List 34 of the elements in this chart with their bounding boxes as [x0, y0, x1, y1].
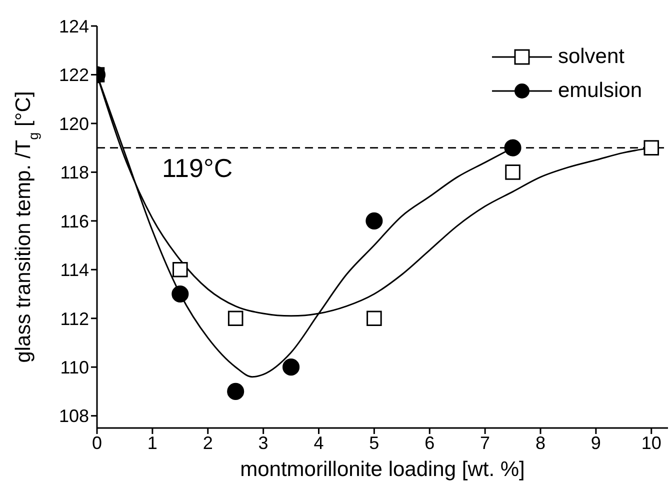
x-tick-label: 2 — [202, 432, 213, 453]
y-tick-label: 116 — [60, 211, 89, 232]
x-tick-label: 7 — [480, 432, 490, 453]
point — [505, 164, 520, 180]
point — [504, 139, 522, 156]
y-tick-label: 114 — [60, 260, 89, 280]
point — [644, 140, 660, 156]
y-tick-label: 120 — [58, 114, 89, 134]
x-tick-label: 4 — [314, 432, 324, 453]
x-tick-label: 1 — [147, 432, 158, 453]
x-tick-label: 9 — [590, 432, 601, 453]
y-tick-label: 118 — [60, 162, 89, 183]
point — [228, 310, 244, 326]
point — [227, 382, 244, 400]
point — [366, 212, 383, 230]
x-tick-label: 0 — [92, 432, 102, 453]
point — [172, 262, 188, 278]
legend-label: emulsion — [558, 79, 642, 103]
y-tick-label: 108 — [58, 406, 89, 426]
y-tick-label: 124 — [58, 16, 89, 36]
x-tick-label: 3 — [258, 432, 268, 453]
y-tick-label: 112 — [60, 308, 89, 329]
x-axis-title: montmorillonite loading [wt. %] — [240, 458, 525, 481]
y-tick-label: 122 — [58, 65, 89, 86]
x-tick-label: 10 — [641, 432, 662, 453]
x-tick-label: 5 — [369, 432, 380, 453]
point — [366, 310, 382, 326]
point — [282, 358, 300, 376]
x-tick-label: 6 — [424, 432, 435, 453]
legend-label: solvent — [558, 45, 624, 69]
ref-line-label: 119°C — [162, 152, 233, 183]
x-tick-label: 8 — [535, 432, 546, 453]
point — [172, 285, 189, 303]
y-tick-label: 110 — [60, 357, 89, 378]
